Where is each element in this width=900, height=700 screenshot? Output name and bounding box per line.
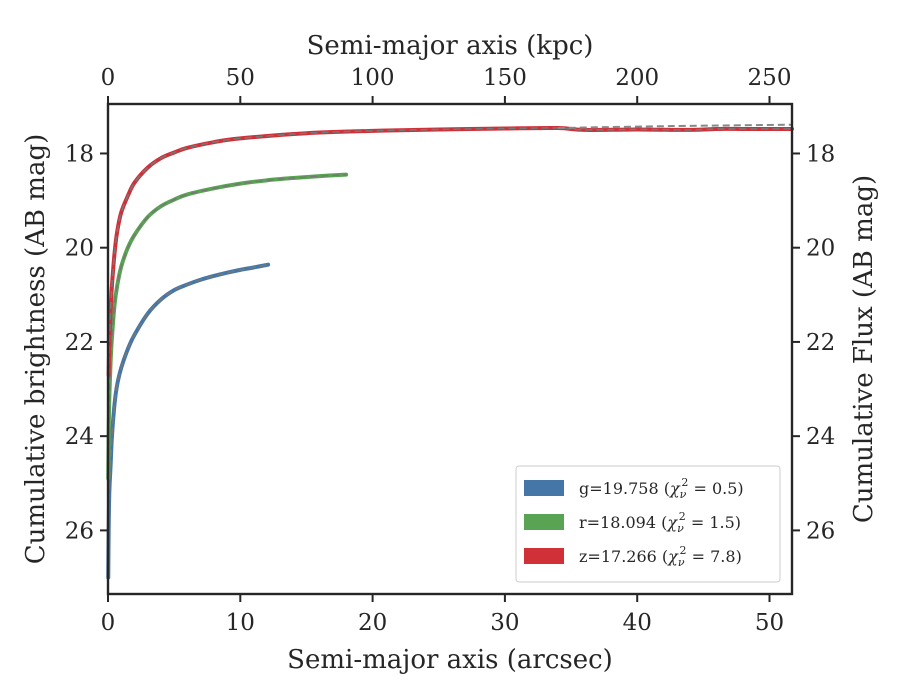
legend-swatch <box>524 514 564 530</box>
x-top-tick-label: 250 <box>748 65 792 91</box>
x-top-tick-label: 0 <box>101 65 116 91</box>
legend-prefix: g=19.758 ( <box>579 479 670 498</box>
legend: g=19.758 (χν2 = 0.5)r=18.094 (χν2 = 1.5)… <box>515 465 781 583</box>
legend-superscript: 2 <box>679 510 686 523</box>
fit-extension-line <box>557 123 793 130</box>
legend-chi: χ <box>667 547 679 566</box>
series-g-fit <box>107 263 269 578</box>
legend-prefix: z=17.266 ( <box>579 547 668 566</box>
x-tick-label: 0 <box>101 610 116 636</box>
x-tick-label: 40 <box>623 610 652 636</box>
x-top-tick-label: 150 <box>483 65 527 91</box>
y-right-axis-title: Cumulative Flux (AB mag) <box>849 175 879 523</box>
legend-suffix: = 7.8) <box>687 547 742 566</box>
legend-suffix: = 0.5) <box>688 479 743 498</box>
x-tick-label: 30 <box>490 610 519 636</box>
y-tick-label: 22 <box>65 330 94 356</box>
series-g-line <box>106 262 271 580</box>
legend-prefix: r=18.094 ( <box>579 513 667 532</box>
legend-superscript: 2 <box>681 476 688 489</box>
y-tick-label: 18 <box>65 141 94 167</box>
curves-layer <box>106 123 794 580</box>
legend-swatch <box>524 480 564 496</box>
x-axis-title: Semi-major axis (arcsec) <box>287 645 613 675</box>
x-tick-label: 50 <box>755 610 784 636</box>
legend-superscript: 2 <box>680 544 687 557</box>
x-top-axis-title: Semi-major axis (kpc) <box>307 31 594 61</box>
series-r-fit <box>107 173 347 479</box>
x-top-tick-label: 200 <box>615 65 659 91</box>
x-top-tick-label: 100 <box>351 65 395 91</box>
y-tick-label: 20 <box>65 236 94 262</box>
legend-label: z=17.266 (χν2 = 7.8) <box>579 544 742 569</box>
series-z-fit <box>107 127 792 375</box>
ticks-layer: 0 10 20 30 40 500 50 100 150 200 25018202224261820… <box>65 65 836 636</box>
plot-frame <box>106 102 794 596</box>
y-right-tick-label: 24 <box>806 424 835 450</box>
legend-box <box>515 465 781 583</box>
legend-chi: χ <box>669 479 681 498</box>
legend-suffix: = 1.5) <box>686 513 741 532</box>
legend-label: g=19.758 (χν2 = 0.5) <box>579 476 744 501</box>
legend-label: r=18.094 (χν2 = 1.5) <box>579 510 741 535</box>
series-z-line <box>106 125 794 377</box>
y-right-tick-label: 26 <box>806 518 835 544</box>
legend-subscript: ν <box>680 488 687 501</box>
y-tick-label: 24 <box>65 424 94 450</box>
legend-subscript: ν <box>678 556 685 569</box>
legend-subscript: ν <box>677 522 684 535</box>
x-tick-label: 10 <box>226 610 255 636</box>
legend-swatch <box>524 548 564 564</box>
y-right-tick-label: 22 <box>806 330 835 356</box>
y-tick-label: 26 <box>65 518 94 544</box>
y-right-tick-label: 20 <box>806 236 835 262</box>
y-axis-title: Cumulative brightness (AB mag) <box>21 134 51 565</box>
y-right-tick-label: 18 <box>806 141 835 167</box>
x-tick-label: 20 <box>358 610 387 636</box>
x-top-tick-label: 50 <box>226 65 255 91</box>
legend-chi: χ <box>666 513 678 532</box>
